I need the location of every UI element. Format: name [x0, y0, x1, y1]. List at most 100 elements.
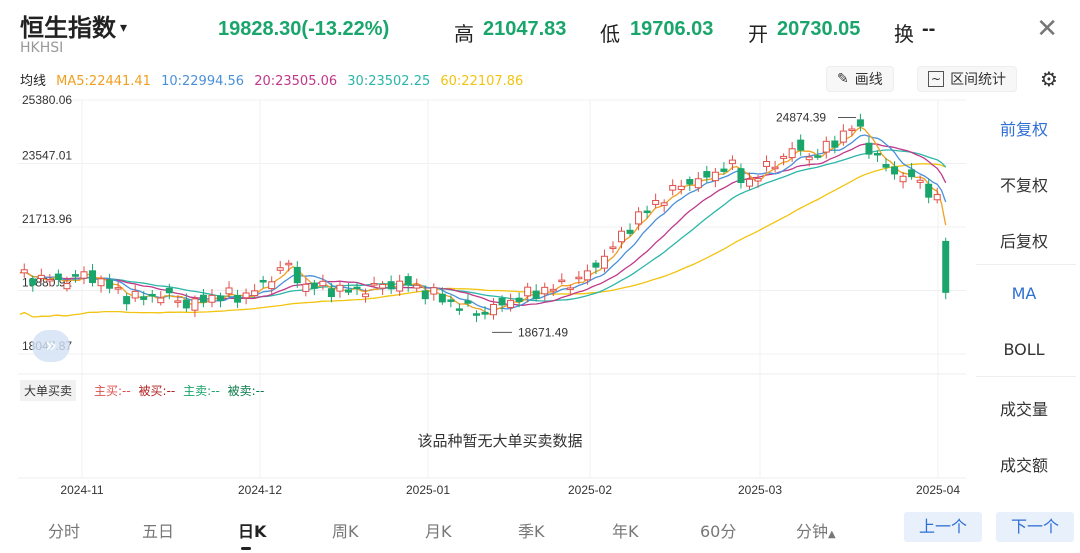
draw-line-button[interactable]: ✎ 画线 [826, 66, 894, 92]
candle-body [933, 194, 941, 201]
candle-body [925, 183, 933, 198]
tab-daily-k[interactable]: 日K [238, 522, 267, 541]
candle-body [225, 287, 233, 295]
candle-body [217, 295, 225, 301]
candle-body [541, 286, 549, 295]
candle-body [635, 211, 643, 225]
main-buy: 主买:-- [94, 384, 131, 398]
candle-body [430, 287, 438, 295]
settings-icon[interactable]: ⚙ [1040, 67, 1058, 91]
candle-body [472, 313, 480, 316]
ma10-line [19, 134, 947, 311]
open-label: 开 [748, 22, 768, 46]
candle-body [208, 294, 216, 303]
tab-weekly-k[interactable]: 周K [332, 522, 359, 541]
x-tick-label: 2024-11 [60, 483, 103, 497]
x-axis-labels: 2024-11 2024-12 2025-01 2025-02 2025-03 2025-… [60, 483, 960, 497]
candle-body [822, 140, 830, 153]
candle-body [694, 178, 702, 189]
y-tick-label: 25380.06 [22, 93, 72, 107]
side-item-no-adjust[interactable]: 不复权 [999, 176, 1048, 195]
tab-yearly-k[interactable]: 年K [612, 522, 639, 541]
ma60-line [19, 163, 946, 318]
candle-body [848, 128, 856, 132]
turnover-label: 换 [894, 22, 914, 46]
candle-body [549, 288, 557, 292]
passive-sell: 被卖:-- [227, 384, 265, 398]
candle-body [566, 287, 574, 290]
candle-body [720, 168, 728, 172]
ma5-line [19, 126, 947, 315]
ma10-value: 10:22994.56 [161, 74, 245, 89]
candle-body [362, 293, 370, 298]
side-item-boll[interactable]: BOLL [1003, 340, 1045, 359]
tab-monthly-k[interactable]: 月K [425, 522, 452, 541]
candle-body [310, 282, 318, 289]
side-item-backward-adjust[interactable]: 后复权 [999, 232, 1048, 251]
expand-icon[interactable]: » [32, 330, 70, 362]
side-item-forward-adjust[interactable]: 前复权 [999, 120, 1048, 139]
tab-60min[interactable]: 60分 [700, 522, 737, 541]
big-order-label: 大单买卖 [20, 380, 77, 401]
min-price-label: 18671.49 [518, 325, 568, 339]
x-tick-label: 2025-04 [916, 483, 960, 497]
candle-body [379, 283, 387, 289]
kline-chart[interactable]: 25380.0623547.0121713.9619880.9218047.87… [0, 92, 976, 510]
candle-body [831, 140, 839, 148]
candle-body [711, 171, 719, 182]
candle-body [771, 166, 779, 170]
side-divider [976, 264, 1076, 265]
candle-body [268, 281, 276, 290]
candle-body [592, 262, 600, 268]
candle-body [438, 293, 446, 303]
candle-body [797, 139, 805, 151]
tab-five-day[interactable]: 五日 [142, 522, 175, 541]
candle-body [46, 279, 54, 282]
candle-body [899, 175, 907, 183]
candle-body [669, 184, 677, 191]
candle-body [745, 178, 753, 187]
y-tick-label: 21713.96 [22, 212, 72, 226]
candle-body [396, 280, 404, 292]
close-icon[interactable]: ✕ [1036, 14, 1058, 44]
candle-body [71, 274, 79, 277]
prev-button[interactable]: 上一个 [904, 512, 982, 542]
main-sell: 主卖:-- [183, 384, 220, 398]
candle-body [891, 166, 899, 175]
candle-body [839, 130, 847, 143]
draw-line-label: 画线 [854, 72, 883, 88]
candle-body [387, 281, 395, 290]
tab-quarterly-k[interactable]: 季K [518, 522, 545, 541]
candle-body [686, 179, 694, 185]
candle-body [148, 293, 156, 297]
range-icon: ~ [928, 71, 945, 87]
candle-body [814, 155, 822, 158]
candle-body [293, 266, 301, 284]
tab-intraday[interactable]: 分时 [48, 522, 81, 541]
candle-body [37, 274, 45, 279]
candle-body [490, 304, 498, 316]
candle-body [97, 278, 105, 287]
candlesticks [20, 113, 950, 323]
caret-up-icon: ▲ [828, 529, 836, 540]
index-title-dropdown[interactable]: 恒生指数 ▾ [20, 8, 127, 43]
index-title: 恒生指数 [20, 14, 116, 42]
candle-body [327, 288, 335, 298]
candle-body [89, 270, 97, 284]
tab-minutes[interactable]: 分钟▲ [796, 518, 836, 542]
candle-body [464, 300, 472, 304]
side-item-volume[interactable]: 成交量 [999, 400, 1048, 419]
candle-body [942, 240, 950, 293]
candle-body [583, 270, 591, 281]
candle-body [873, 152, 881, 156]
side-item-ma[interactable]: MA [1011, 284, 1037, 303]
next-button[interactable]: 下一个 [996, 512, 1074, 542]
tab-minutes-label: 分钟 [796, 522, 829, 541]
candle-body [788, 148, 796, 159]
side-item-amount[interactable]: 成交额 [999, 456, 1048, 475]
range-stats-button[interactable]: ~ 区间统计 [917, 66, 1018, 92]
candle-body [285, 262, 293, 266]
candle-body [524, 286, 532, 297]
chart-grid [18, 99, 966, 479]
